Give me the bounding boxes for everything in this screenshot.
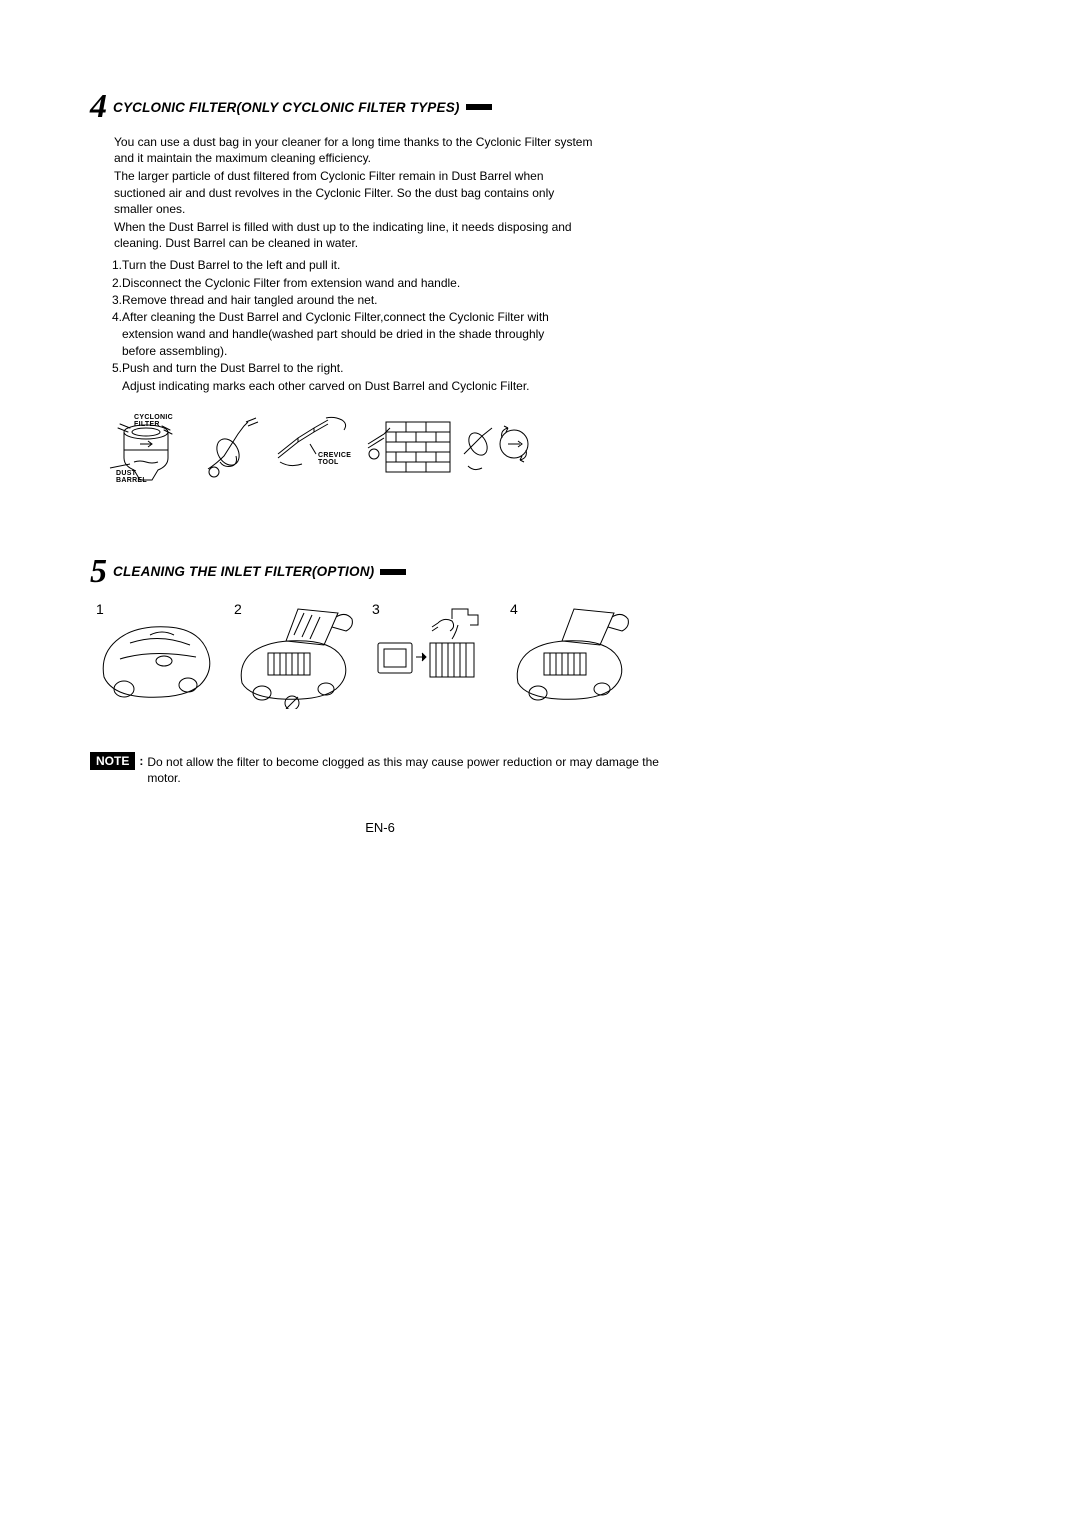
diagram-cyclonic-filter: CYCLONICFILTER DUSTBARREL — [100, 414, 192, 499]
note-colon: : — [139, 752, 143, 768]
inlet-num-1: 1 — [96, 601, 104, 617]
section5: 5 CLEANING THE INLET FILTER(OPTION) 1 — [90, 555, 670, 835]
inlet-step-4: 4 — [504, 599, 634, 714]
diagram-wall — [366, 414, 452, 485]
note-badge: NOTE — [90, 752, 135, 770]
label-dust-barrel: DUSTBARREL — [116, 470, 147, 484]
step4b: extension wand and handle(washed part sh… — [112, 326, 592, 342]
section4-para1: You can use a dust bag in your cleaner f… — [114, 134, 594, 166]
step4c: before assembling). — [112, 343, 592, 359]
diagram-hand-wand — [198, 414, 264, 489]
section4-para2: The larger particle of dust filtered fro… — [114, 168, 594, 217]
note-row: NOTE : Do not allow the filter to become… — [90, 752, 670, 786]
section4-header: 4 CYCLONIC FILTER(ONLY CYCLONIC FILTER T… — [90, 90, 670, 124]
note-text: Do not allow the filter to become clogge… — [147, 752, 670, 786]
step1: 1.Turn the Dust Barrel to the left and p… — [112, 257, 592, 273]
section5-diagrams: 1 2 — [90, 599, 670, 714]
diagram-rotate — [458, 414, 538, 485]
inlet-step-3: 3 — [366, 599, 496, 714]
section4-steps: 1.Turn the Dust Barrel to the left and p… — [112, 257, 592, 394]
step2: 2.Disconnect the Cyclonic Filter from ex… — [112, 275, 592, 291]
section4-number: 4 — [90, 90, 107, 124]
header-bar-icon — [466, 104, 492, 110]
section4-diagrams: CYCLONICFILTER DUSTBARREL — [100, 414, 670, 499]
diagram-crevice-tool: CREVICETOOL — [270, 414, 360, 489]
section5-header: 5 CLEANING THE INLET FILTER(OPTION) — [90, 555, 670, 589]
step3: 3.Remove thread and hair tangled around … — [112, 292, 592, 308]
step4a: 4.After cleaning the Dust Barrel and Cyc… — [112, 309, 592, 325]
inlet-step-2: 2 — [228, 599, 358, 714]
section4-para3: When the Dust Barrel is filled with dust… — [114, 219, 594, 251]
section4-title: CYCLONIC FILTER(ONLY CYCLONIC FILTER TYP… — [113, 100, 460, 115]
page-number: EN-6 — [90, 820, 670, 835]
label-crevice-tool: CREVICETOOL — [318, 452, 351, 466]
inlet-num-2: 2 — [234, 601, 242, 617]
manual-page: 4 CYCLONIC FILTER(ONLY CYCLONIC FILTER T… — [90, 90, 670, 835]
section5-number: 5 — [90, 555, 107, 589]
header-bar-icon — [380, 569, 406, 575]
step5b: Adjust indicating marks each other carve… — [112, 378, 592, 394]
section5-title: CLEANING THE INLET FILTER(OPTION) — [113, 564, 374, 579]
label-cyclonic: CYCLONICFILTER — [134, 414, 173, 428]
section4-body: You can use a dust bag in your cleaner f… — [114, 134, 594, 251]
inlet-step-1: 1 — [90, 599, 220, 714]
inlet-num-3: 3 — [372, 601, 380, 617]
step5a: 5.Push and turn the Dust Barrel to the r… — [112, 360, 592, 376]
inlet-num-4: 4 — [510, 601, 518, 617]
